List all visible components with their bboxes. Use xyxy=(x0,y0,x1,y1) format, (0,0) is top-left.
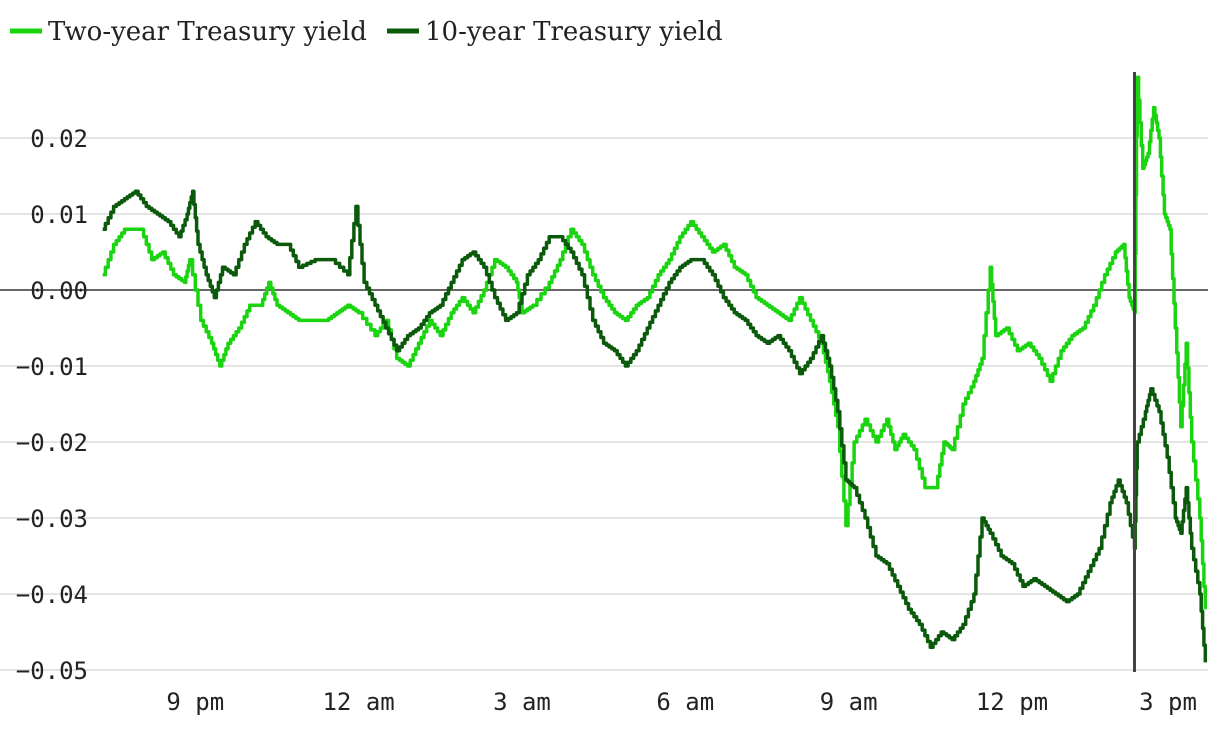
x-tick-label: 12 am xyxy=(322,688,394,716)
legend: Two-year Treasury yield 10-year Treasury… xyxy=(10,17,723,47)
y-tick-label: −0.02 xyxy=(16,429,88,457)
y-tick-label: 0.00 xyxy=(30,277,88,305)
y-tick-label: −0.04 xyxy=(16,581,88,609)
y-tick-label: −0.01 xyxy=(16,353,88,381)
x-tick-label: 3 am xyxy=(493,688,551,716)
y-tick-label: −0.03 xyxy=(16,505,88,533)
x-tick-label: 3 pm xyxy=(1139,688,1197,716)
x-tick-label: 9 pm xyxy=(166,688,224,716)
x-axis-ticks: 9 pm 12 am 3 am 6 am 9 am 12 pm 3 pm xyxy=(166,688,1197,716)
y-axis-ticks: 0.02 0.01 0.00 −0.01 −0.02 −0.03 −0.04 −0.05 xyxy=(16,125,88,685)
legend-label-two-year: Two-year Treasury yield xyxy=(48,17,367,47)
series-ten-year-line xyxy=(102,189,1208,663)
x-tick-label: 6 am xyxy=(656,688,714,716)
series-layer xyxy=(102,75,1208,663)
x-tick-label: 12 pm xyxy=(976,688,1048,716)
legend-label-ten-year: 10-year Treasury yield xyxy=(425,17,723,47)
x-tick-label: 9 am xyxy=(820,688,878,716)
series-two-year-line xyxy=(102,75,1208,610)
y-tick-label: 0.01 xyxy=(30,201,88,229)
grid-lines xyxy=(0,137,1208,671)
y-tick-label: 0.02 xyxy=(30,125,88,153)
y-tick-label: −0.05 xyxy=(16,657,88,685)
